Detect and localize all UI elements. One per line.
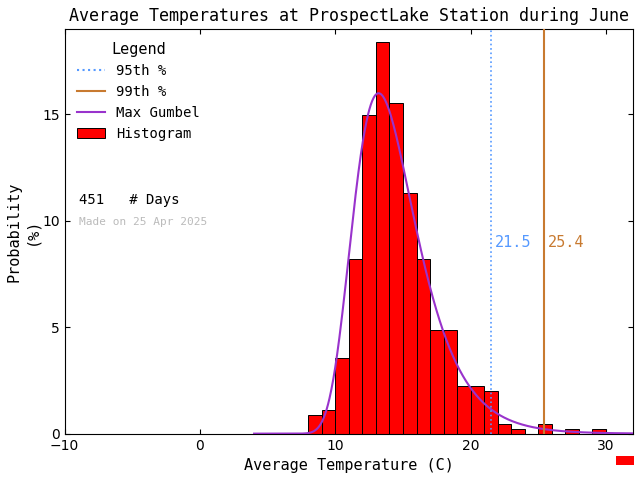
Legend: 95th %, 99th %, Max Gumbel, Histogram: 95th %, 99th %, Max Gumbel, Histogram	[72, 36, 205, 146]
Text: Made on 25 Apr 2025: Made on 25 Apr 2025	[79, 217, 207, 228]
Y-axis label: Probability
(%): Probability (%)	[7, 181, 39, 282]
Title: Average Temperatures at ProspectLake Station during June: Average Temperatures at ProspectLake Sta…	[69, 7, 629, 25]
Bar	[511, 429, 525, 433]
Bar	[498, 424, 511, 433]
Bar	[470, 386, 484, 433]
Bar	[376, 42, 389, 433]
Bar	[430, 330, 444, 433]
Bar	[389, 103, 403, 433]
Bar	[362, 115, 376, 433]
Bar	[322, 410, 335, 433]
X-axis label: Average Temperature (C): Average Temperature (C)	[244, 458, 454, 473]
Text: 21.5: 21.5	[495, 235, 531, 250]
Bar	[349, 259, 362, 433]
Bar	[457, 386, 470, 433]
Bar	[593, 429, 606, 433]
Bar	[484, 391, 498, 433]
Bar	[538, 424, 552, 433]
Bar	[565, 429, 579, 433]
Bar	[308, 415, 322, 433]
Bar	[444, 330, 457, 433]
Bar	[417, 259, 430, 433]
Text: 451   # Days: 451 # Days	[79, 193, 179, 207]
Bar	[335, 358, 349, 433]
Text: 25.4: 25.4	[548, 235, 584, 250]
Bar	[403, 193, 417, 433]
